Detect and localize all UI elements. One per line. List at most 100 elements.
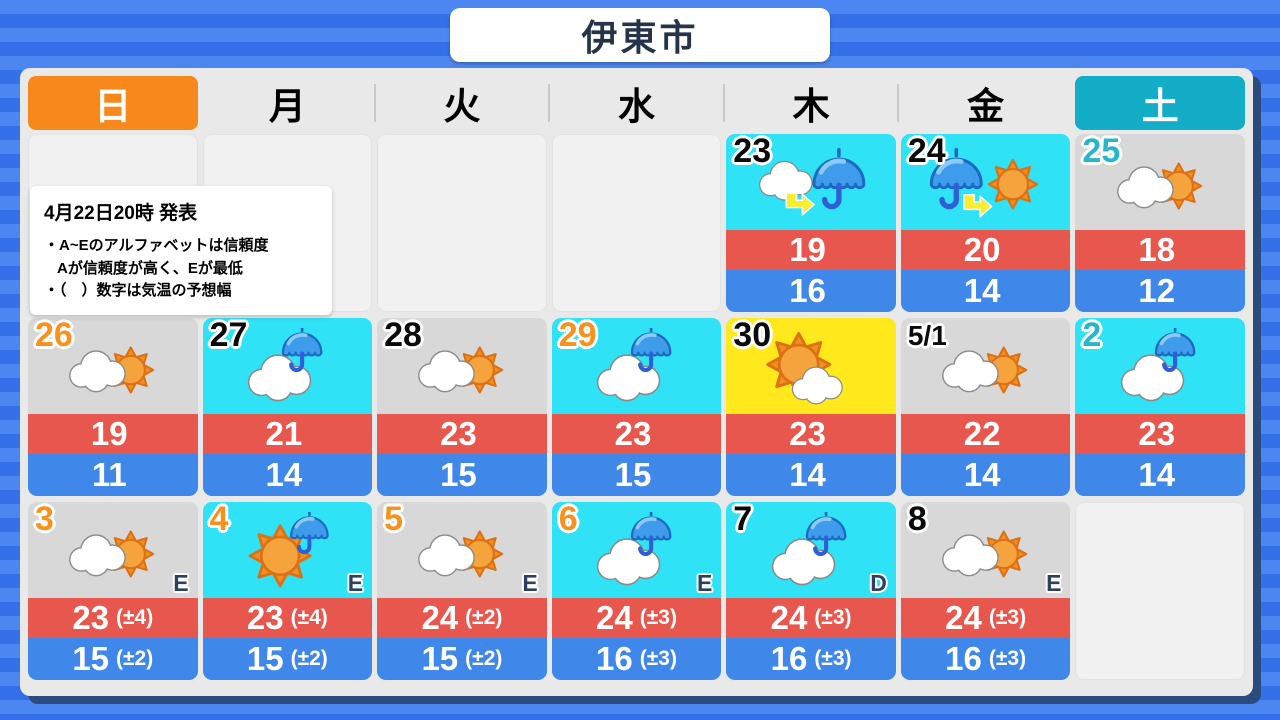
date-label: 5/1 bbox=[907, 320, 947, 351]
forecast-day-cell: 24 20 14 bbox=[900, 134, 1071, 312]
forecast-day-cell: 2 23 14 bbox=[1075, 318, 1245, 496]
high-temp-band: 24 (±2) bbox=[377, 598, 547, 638]
forecast-day-cell: 7 D 24 (±3) 16 (±3) bbox=[726, 502, 896, 680]
high-temp-band: 23 bbox=[1075, 414, 1245, 454]
low-temp-value: 16 bbox=[789, 272, 826, 309]
forecast-day-cell: 28 23 15 bbox=[377, 318, 547, 496]
high-temp-value: 19 bbox=[789, 231, 826, 268]
low-temp-band: 14 bbox=[900, 454, 1071, 496]
high-temp-range: (±4) bbox=[290, 606, 328, 629]
weather-icon-slot: 7 D bbox=[726, 502, 896, 598]
high-temp-value: 24 bbox=[421, 599, 459, 636]
low-temp-value: 15 bbox=[440, 456, 477, 493]
date-label: 24 bbox=[907, 134, 946, 170]
weather-icon-slot: 4 E bbox=[202, 502, 373, 598]
low-temp-value: 16 bbox=[945, 640, 982, 677]
low-temp-band: 16 (±3) bbox=[900, 638, 1071, 680]
forecast-day-cell: 4 E 23 (±4) 15 (±2) bbox=[202, 502, 373, 680]
forecast-day-cell: 5/1 22 14 bbox=[900, 318, 1071, 496]
high-temp-band: 21 bbox=[202, 414, 373, 454]
weather-icon-slot: 5/1 bbox=[900, 318, 1071, 414]
high-temp-value: 19 bbox=[90, 415, 128, 452]
date-label: 29 bbox=[558, 318, 597, 354]
forecast-day-cell: 26 19 11 bbox=[28, 318, 198, 496]
reliability-label: D bbox=[870, 570, 887, 596]
forecast-day-cell: 5 E 24 (±2) 15 (±2) bbox=[377, 502, 547, 680]
high-temp-band: 18 bbox=[1075, 230, 1245, 270]
reliability-label: E bbox=[347, 570, 364, 596]
date-label: 5 bbox=[384, 502, 404, 538]
weather-icon-slot: 30 bbox=[726, 318, 896, 414]
issue-notice-box: 4月22日20時 発表 ・A~Eのアルファベットは信頼度 Aが信頼度が高く、Eが… bbox=[30, 186, 332, 315]
reliability-label: E bbox=[1046, 570, 1062, 596]
high-temp-band: 20 bbox=[900, 230, 1071, 270]
cloud-umbrella-icon bbox=[739, 512, 884, 596]
low-temp-range: (±3) bbox=[639, 647, 677, 670]
low-temp-range: (±2) bbox=[116, 647, 154, 670]
weather-icon-slot: 6 E bbox=[551, 502, 722, 598]
high-temp-range: (±3) bbox=[988, 606, 1027, 629]
low-temp-band: 15 (±2) bbox=[377, 638, 547, 680]
weather-icon-slot: 23 bbox=[726, 134, 896, 230]
high-temp-band: 23 (±4) bbox=[202, 598, 373, 638]
low-temp-value: 14 bbox=[963, 272, 1001, 309]
high-temp-band: 19 bbox=[726, 230, 896, 270]
low-temp-band: 15 bbox=[377, 454, 547, 496]
city-title: 伊東市 bbox=[450, 8, 830, 62]
low-temp-band: 15 (±2) bbox=[202, 638, 373, 680]
date-label: 3 bbox=[35, 502, 54, 538]
weather-icon-slot: 2 bbox=[1075, 318, 1245, 414]
high-temp-band: 22 bbox=[900, 414, 1071, 454]
high-temp-band: 19 bbox=[28, 414, 198, 454]
weekday-header-weekday-2: 火 bbox=[373, 76, 547, 130]
cloud-sun-icon bbox=[913, 512, 1058, 596]
high-temp-value: 22 bbox=[963, 415, 1001, 452]
forecast-day-cell: 27 21 14 bbox=[202, 318, 373, 496]
date-label: 6 bbox=[558, 502, 578, 538]
forecast-day-cell: 3 E 23 (±4) 15 (±2) bbox=[28, 502, 198, 680]
low-temp-band: 11 bbox=[28, 454, 198, 496]
high-temp-value: 24 bbox=[945, 599, 982, 636]
weekday-header-weekday-4: 木 bbox=[722, 76, 896, 130]
high-temp-range: (±3) bbox=[639, 606, 677, 629]
date-label: 23 bbox=[733, 134, 772, 170]
high-temp-value: 23 bbox=[246, 599, 284, 636]
low-temp-range: (±3) bbox=[988, 647, 1027, 670]
sun-umbrella-icon bbox=[215, 512, 360, 596]
low-temp-range: (±2) bbox=[465, 647, 503, 670]
date-label: 7 bbox=[733, 502, 753, 538]
high-temp-band: 24 (±3) bbox=[551, 598, 722, 638]
weather-icon-slot: 28 bbox=[377, 318, 547, 414]
high-temp-band: 23 bbox=[377, 414, 547, 454]
low-temp-band: 14 bbox=[726, 454, 896, 496]
notice-line-2: Aが信頼度が高く、Eが最低 bbox=[57, 259, 243, 277]
low-temp-value: 15 bbox=[421, 640, 459, 677]
weather-icon-slot: 3 E bbox=[28, 502, 198, 598]
cloud-umbrella-icon bbox=[1088, 328, 1233, 412]
forecast-day-cell: 29 23 15 bbox=[551, 318, 722, 496]
high-temp-value: 23 bbox=[1138, 415, 1176, 452]
weather-icon-slot: 25 bbox=[1075, 134, 1245, 230]
cloud-sun-icon bbox=[389, 512, 534, 596]
forecast-day-cell: 30 23 14 bbox=[726, 318, 896, 496]
weather-icon-slot: 26 bbox=[28, 318, 198, 414]
date-label: 4 bbox=[209, 502, 229, 538]
date-label: 26 bbox=[35, 318, 73, 354]
weather-icon-slot: 8 E bbox=[900, 502, 1071, 598]
low-temp-value: 15 bbox=[614, 456, 652, 493]
empty-cell bbox=[377, 134, 547, 312]
high-temp-band: 23 bbox=[551, 414, 722, 454]
low-temp-value: 15 bbox=[246, 640, 284, 677]
high-temp-value: 23 bbox=[440, 415, 477, 452]
high-temp-value: 24 bbox=[596, 599, 633, 636]
high-temp-value: 23 bbox=[614, 415, 652, 452]
reliability-label: E bbox=[696, 570, 713, 596]
low-temp-value: 11 bbox=[91, 456, 127, 493]
weekday-header-weekday-5: 金 bbox=[897, 76, 1071, 130]
date-label: 25 bbox=[1082, 134, 1121, 170]
low-temp-value: 14 bbox=[1138, 456, 1176, 493]
high-temp-range: (±4) bbox=[116, 606, 154, 629]
weather-icon-slot: 29 bbox=[551, 318, 722, 414]
date-label: 8 bbox=[907, 502, 927, 538]
low-temp-band: 16 (±3) bbox=[726, 638, 896, 680]
